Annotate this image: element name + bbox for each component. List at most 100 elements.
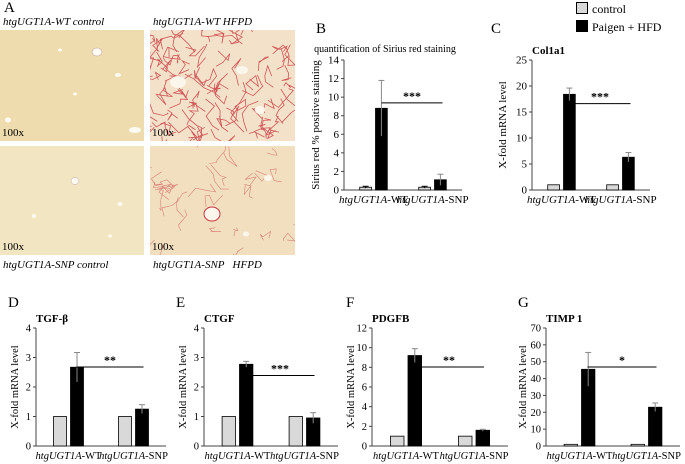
collagen-fiber — [206, 35, 243, 45]
collagen-fiber — [192, 90, 200, 107]
collagen-fiber — [280, 88, 295, 124]
y-tick-label: 0 — [522, 185, 528, 197]
collagen-fiber — [186, 110, 198, 126]
collagen-fiber — [162, 46, 179, 59]
y-tick-label: 50 — [531, 357, 542, 368]
x-category-label: htgUGT1A-SNP — [612, 451, 681, 462]
collagen-fiber — [205, 165, 229, 190]
bar-control-2 — [288, 416, 303, 447]
y-tick-label: 20 — [531, 408, 542, 419]
collagen-fiber — [208, 146, 226, 164]
significance-marker: * — [619, 353, 625, 367]
panel-label-c: C — [491, 21, 502, 37]
legend-label-hfd: Paigen + HFD — [592, 20, 662, 34]
collagen-fiber — [260, 127, 277, 136]
collagen-fiber — [151, 121, 168, 135]
collagen-fiber — [269, 168, 282, 183]
x-category-label: htgUGT1A-SNP — [584, 194, 656, 206]
chart-title: CTGF — [204, 313, 235, 325]
collagen-fiber — [267, 88, 294, 108]
collagen-fiber — [201, 30, 211, 42]
collagen-fiber — [214, 102, 223, 127]
y-tick-label: 8 — [362, 363, 367, 374]
y-tick-label: 60 — [531, 340, 542, 351]
x-category-label: htgUGT1A-WT — [527, 194, 596, 206]
collagen-fiber — [231, 58, 242, 86]
chart-title: TIMP 1 — [546, 313, 582, 325]
y-tick-label: 25 — [516, 55, 528, 67]
magnification-label: 100x — [2, 241, 24, 253]
y-tick-label: 15 — [516, 107, 528, 119]
collagen-fiber — [169, 90, 189, 109]
bar-control-2 — [118, 416, 132, 447]
y-tick-label: 10 — [531, 425, 542, 436]
collagen-fiber — [215, 50, 231, 67]
bar-hfd-2 — [475, 429, 491, 447]
bar-hfd-2 — [622, 156, 635, 191]
collagen-fiber — [177, 59, 190, 75]
bar-control-1 — [390, 435, 405, 447]
significance-marker: *** — [591, 90, 609, 104]
collagen-fiber — [213, 30, 225, 44]
collagen-fiber — [208, 227, 222, 232]
x-category-label: htgUGT1A-SNP — [440, 451, 509, 462]
y-tick-label: 12 — [357, 324, 368, 335]
collagen-fiber — [185, 45, 205, 57]
collagen-fiber — [282, 232, 295, 242]
panel-label-d: D — [8, 295, 19, 311]
collagen-fiber — [230, 81, 247, 122]
chart-col1a1: Col1a1 0 5 10 15 20 25 X-fold mRNA level htgUGT1… — [497, 45, 657, 206]
y-tick-label: 40 — [531, 374, 542, 385]
y-tick-label: 2 — [334, 166, 340, 178]
bar-control-1 — [221, 416, 236, 447]
y-tick-label: 0 — [536, 442, 541, 453]
tissue-image-wt-control — [0, 30, 144, 141]
collagen-fiber — [162, 54, 180, 66]
collagen-fiber — [159, 243, 165, 255]
collagen-fiber — [196, 43, 208, 69]
y-tick-label: 3 — [194, 353, 199, 364]
y-axis-label: X-fold mRNA level — [497, 81, 509, 168]
collagen-fiber — [176, 191, 188, 218]
collagen-fiber — [272, 44, 290, 62]
panel-label-e: E — [176, 295, 186, 311]
collagen-fiber — [275, 98, 285, 124]
collagen-fiber — [156, 87, 168, 105]
bar-hfd-2 — [648, 406, 663, 447]
collagen-fiber — [251, 108, 264, 128]
magnification-label: 100x — [2, 127, 24, 139]
legend-item-hfd: Paigen + HFD — [576, 19, 661, 35]
collagen-fiber — [242, 74, 264, 97]
chart-pdgfb: PDGFB 0 2 4 6 8 10 12X-fold mRNA level htgUGT1A-… — [346, 313, 509, 462]
micrograph-label-snp-control: htgUGT1A-SNP control — [3, 259, 109, 271]
y-tick-label: 8 — [334, 110, 340, 122]
collagen-fiber — [267, 148, 278, 156]
collagen-fiber — [213, 78, 223, 91]
collagen-fiber — [268, 115, 280, 133]
chart-tgf-beta: TGF-β 0 1 2 3 4 X-fold mRNA level htgUGT1A-WTht… — [10, 313, 168, 462]
collagen-fiber — [228, 30, 243, 45]
collagen-fiber — [150, 34, 156, 43]
chart-ctgf: CTGF 0 1 2 3 4 X-fold mRNA level htgUGT1A-WT htg… — [178, 313, 339, 462]
y-tick-label: 1 — [194, 412, 199, 423]
collagen-fiber — [271, 45, 289, 52]
y-tick-label: 0 — [362, 442, 367, 453]
y-tick-label: 2 — [26, 383, 31, 394]
y-tick-label: 12 — [328, 73, 339, 85]
collagen-fiber — [260, 118, 272, 131]
y-tick-label: 4 — [26, 324, 32, 335]
collagen-fiber — [187, 183, 217, 197]
collagen-fiber — [156, 51, 163, 67]
collagen-fiber — [170, 30, 196, 53]
collagen-fiber — [150, 116, 158, 131]
chart-sirius-red: quantification of Sirius red staining 0 2 4… — [310, 44, 469, 206]
collagen-fiber — [234, 98, 247, 111]
collagen-fiber — [181, 109, 202, 139]
panel-label-f: F — [346, 295, 355, 311]
y-axis-label: X-fold mRNA level — [346, 345, 357, 428]
collagen-fiber — [230, 30, 244, 45]
y-tick-label: 2 — [194, 383, 199, 394]
y-axis-label: Sirius red % positive staining — [310, 60, 322, 190]
micrograph-snp-hfpd: 100x — [150, 146, 295, 255]
collagen-fiber — [253, 127, 274, 140]
